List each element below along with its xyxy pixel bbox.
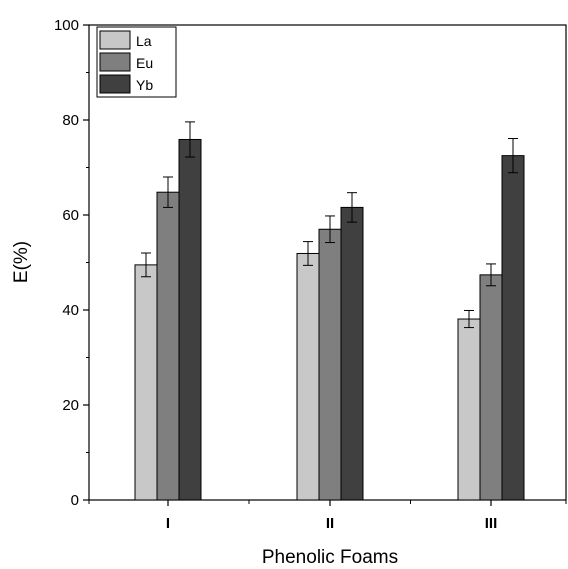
bar-la-ii	[296, 252, 320, 501]
bar-yb-ii	[340, 206, 364, 501]
x-axis-title: Phenolic Foams	[262, 547, 398, 568]
bar-yb-i	[178, 138, 202, 501]
legend-label-yb: Yb	[136, 77, 153, 93]
legend-label-la: La	[136, 33, 152, 49]
bar-la-i	[134, 264, 158, 501]
bar-eu-ii	[318, 228, 342, 501]
y-tick-label: 20	[62, 397, 79, 414]
legend-swatch-yb	[99, 74, 131, 94]
legend-label-eu: Eu	[136, 55, 153, 71]
legend-swatch-eu	[99, 52, 131, 72]
x-tick-label: II	[326, 515, 334, 532]
y-tick-label: 40	[62, 302, 79, 319]
bar-la-iii	[457, 318, 481, 501]
bar-yb-iii	[501, 155, 525, 501]
y-tick-label: 0	[71, 492, 79, 509]
y-tick-label: 100	[54, 17, 79, 34]
bar-eu-i	[156, 191, 180, 501]
x-tick-label: III	[485, 515, 498, 532]
bar-eu-iii	[479, 274, 503, 501]
y-tick-label: 80	[62, 112, 79, 129]
legend-swatch-la	[99, 30, 131, 50]
y-axis-title: E(%)	[11, 241, 32, 283]
y-tick-label: 60	[62, 207, 79, 224]
x-tick-label: I	[166, 515, 170, 532]
